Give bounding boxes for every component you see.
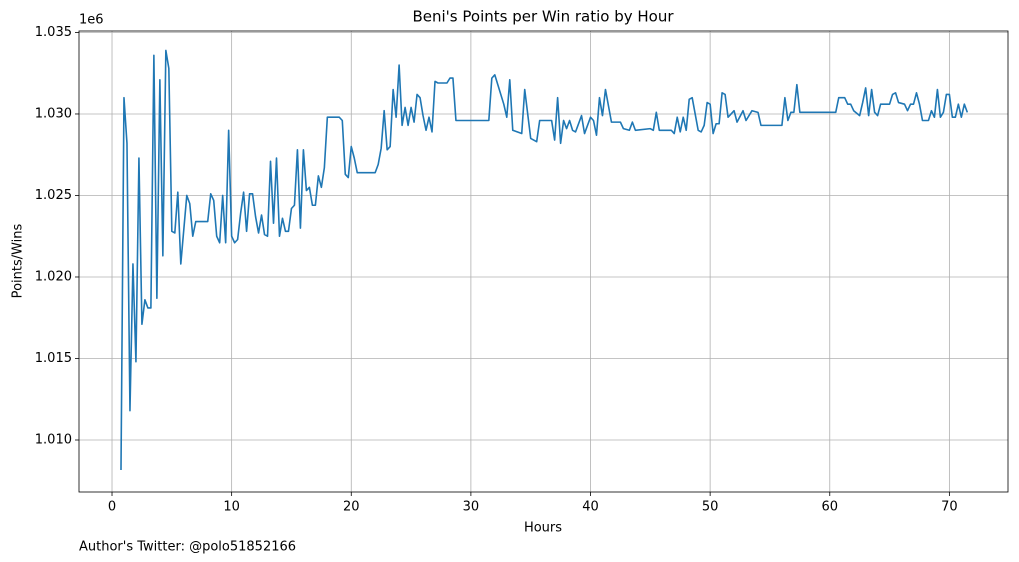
- plot-frame: [78, 30, 1009, 493]
- x-tick-label: 30: [463, 500, 480, 515]
- y-axis-label: Points/Wins: [11, 223, 26, 298]
- y-offset-label: 1e6: [79, 13, 104, 28]
- y-tick-label: 1.020: [35, 269, 72, 284]
- footnote: Author's Twitter: @polo51852166: [79, 540, 296, 555]
- x-tick-label: 0: [108, 500, 116, 515]
- chart-title: Beni's Points per Win ratio by Hour: [412, 8, 674, 26]
- x-axis-label: Hours: [524, 521, 562, 536]
- y-tick-label: 1.035: [35, 25, 72, 40]
- y-tick-label: 1.015: [35, 351, 72, 366]
- x-tick-label: 10: [223, 500, 240, 515]
- data-line: [120, 49, 969, 470]
- y-tick-label: 1.010: [35, 432, 72, 447]
- x-tick-label: 40: [582, 500, 599, 515]
- x-tick-label: 60: [821, 500, 838, 515]
- y-tick-label: 1.030: [35, 106, 72, 121]
- x-tick-label: 70: [941, 500, 958, 515]
- x-tick-label: 50: [702, 500, 719, 515]
- y-tick-label: 1.025: [35, 188, 72, 203]
- x-tick-label: 20: [343, 500, 360, 515]
